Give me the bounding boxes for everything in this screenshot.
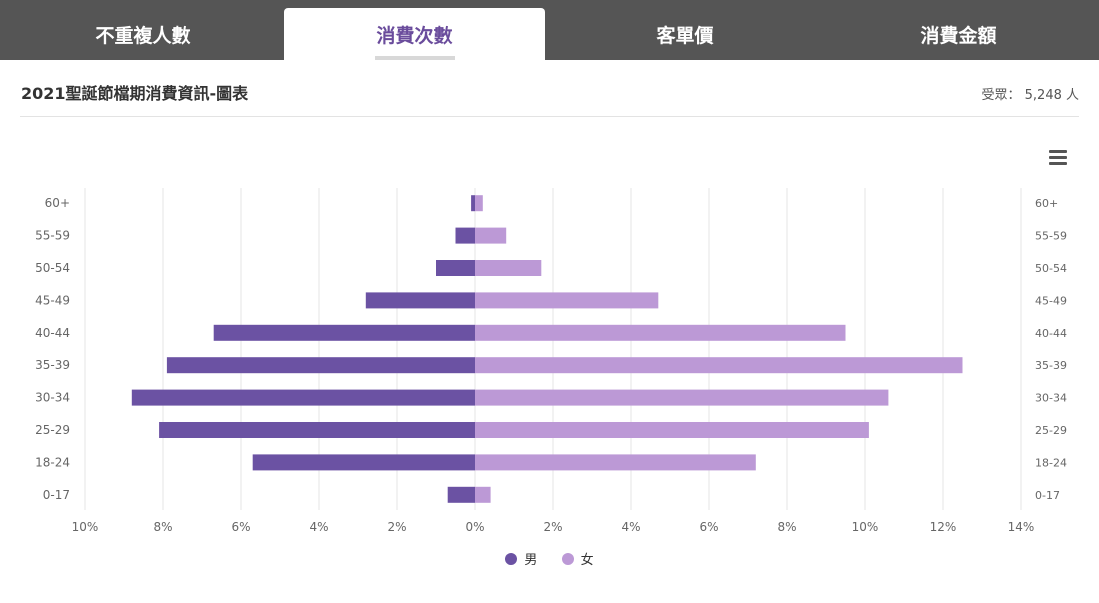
category-label-left: 25-29 [35, 423, 70, 437]
category-label-left: 18-24 [35, 455, 70, 469]
bars [131, 195, 963, 503]
bar-female[interactable] [475, 324, 846, 341]
legend: 男 女 [0, 549, 1099, 568]
x-tick-label: 4% [309, 520, 328, 534]
hamburger-menu-icon[interactable] [1049, 150, 1067, 166]
page-title: 2021聖誕節檔期消費資訊-圖表 [21, 84, 249, 103]
legend-male-label: 男 [524, 553, 538, 568]
bar-female[interactable] [475, 486, 491, 503]
bar-male[interactable] [213, 324, 475, 341]
x-tick-label: 2% [543, 520, 562, 534]
bar-female[interactable] [475, 357, 963, 374]
legend-male-dot [505, 553, 518, 565]
x-tick-label: 6% [231, 520, 250, 534]
bar-female[interactable] [475, 260, 542, 276]
bar-female[interactable] [475, 292, 659, 309]
x-tick-label: 14% [1008, 520, 1035, 534]
bar-female[interactable] [475, 389, 889, 406]
category-label-left: 60+ [45, 196, 70, 210]
category-label-right: 18-24 [1035, 456, 1067, 469]
category-label-right: 0-17 [1035, 489, 1060, 502]
category-label-left: 55-59 [35, 229, 70, 243]
category-label-left: 40-44 [35, 326, 70, 340]
tab-purchase-amount[interactable]: 消費金額 [920, 25, 997, 47]
category-label-left: 30-34 [35, 391, 70, 405]
x-tick-label: 8% [777, 520, 796, 534]
category-label-left: 0-17 [43, 488, 70, 502]
axis-labels: 10% 8% 6% 4% 2% 0% 2% 4% 6% 8% 10% 12% 14% 60+ 60+ 55-5… [35, 196, 1067, 534]
category-label-right: 30-34 [1035, 392, 1067, 405]
header-divider [20, 116, 1079, 117]
bar-male[interactable] [365, 292, 475, 309]
x-tick-label: 10% [852, 520, 879, 534]
legend-female-dot [561, 553, 574, 565]
population-pyramid-chart: 10% 8% 6% 4% 2% 0% 2% 4% 6% 8% 10% 12% 14% 60+ 60+ 55-5… [35, 188, 1067, 534]
x-tick-label: 8% [153, 520, 172, 534]
bar-female[interactable] [475, 227, 507, 244]
bar-male[interactable] [436, 260, 475, 276]
tab-purchase-count[interactable]: 消費次數 [284, 8, 545, 60]
bar-female[interactable] [475, 454, 756, 471]
legend-item-male[interactable]: 男 [505, 549, 537, 568]
x-tick-label: 6% [699, 520, 718, 534]
bar-male[interactable] [159, 422, 475, 438]
bar-female[interactable] [475, 195, 483, 212]
x-tick-label: 10% [72, 520, 99, 534]
tab-purchase-count-label: 消費次數 [376, 25, 453, 47]
bar-male[interactable] [455, 227, 476, 244]
category-label-right: 35-39 [1035, 359, 1067, 372]
category-label-right: 50-54 [1035, 262, 1067, 275]
x-tick-label: 2% [387, 520, 406, 534]
active-tab-underline [374, 56, 455, 60]
tab-avg-order-value[interactable]: 客單價 [656, 25, 714, 47]
bar-male[interactable] [166, 357, 475, 374]
legend-female-label: 女 [580, 553, 594, 568]
x-tick-label: 0% [465, 520, 484, 534]
bar-male[interactable] [447, 486, 475, 503]
category-label-right: 55-59 [1035, 230, 1067, 243]
category-label-right: 60+ [1035, 197, 1058, 210]
audience-count: 受眾： 5,248 人 [981, 88, 1079, 103]
bar-male[interactable] [252, 454, 475, 471]
x-tick-label: 12% [930, 520, 957, 534]
category-label-left: 45-49 [35, 293, 70, 307]
x-tick-label: 4% [621, 520, 640, 534]
bar-male[interactable] [471, 195, 475, 212]
bar-female[interactable] [475, 422, 869, 438]
tab-unique-people[interactable]: 不重複人數 [95, 25, 191, 47]
legend-item-female[interactable]: 女 [561, 549, 594, 568]
bar-male[interactable] [131, 389, 476, 406]
category-label-left: 50-54 [35, 261, 70, 275]
category-label-right: 45-49 [1035, 294, 1067, 307]
category-label-right: 25-29 [1035, 424, 1067, 437]
category-label-left: 35-39 [35, 358, 70, 372]
category-label-right: 40-44 [1035, 327, 1067, 340]
tab-bar: 不重複人數 消費次數 客單價 消費金額 [0, 0, 1099, 60]
